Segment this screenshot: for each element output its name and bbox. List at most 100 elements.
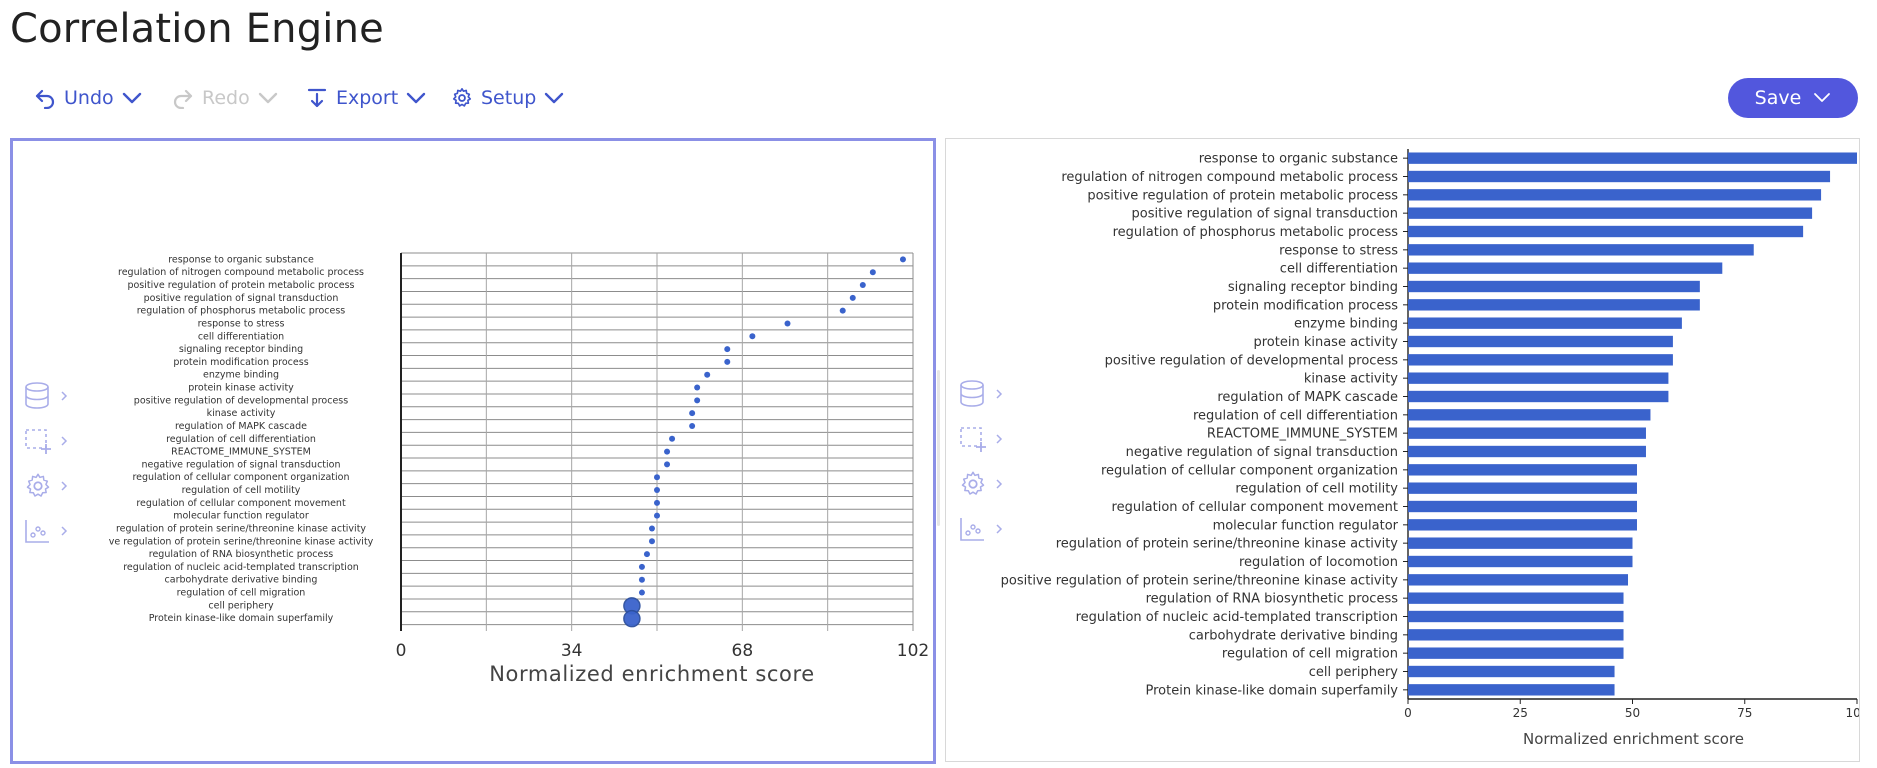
chevron-down-icon xyxy=(407,92,426,104)
redo-label: Redo xyxy=(202,87,250,109)
app-title: Correlation Engine xyxy=(10,6,384,52)
y-tick-label: regulation of cell migration xyxy=(177,588,306,599)
data-tool[interactable] xyxy=(23,381,75,411)
data-point xyxy=(869,269,876,276)
y-tick-label: signaling receptor binding xyxy=(1228,280,1398,295)
dot-plot[interactable]: response to organic substance regulation … xyxy=(13,141,933,761)
x-tick-label: 34 xyxy=(561,641,583,661)
data-point xyxy=(654,487,660,494)
bar-chart-panel[interactable]: response to organic substance regulation … xyxy=(945,138,1860,762)
gear-icon xyxy=(961,471,985,495)
y-tick-label: positive regulation of protein serine/th… xyxy=(1001,573,1399,588)
y-tick-label: cell periphery xyxy=(1309,665,1399,680)
data-point xyxy=(724,358,731,365)
data-point xyxy=(648,525,655,532)
y-tick-label: regulation of nitrogen compound metaboli… xyxy=(1061,170,1398,185)
data-point xyxy=(654,474,660,481)
x-tick-label: 25 xyxy=(1513,706,1528,720)
bar-chart[interactable]: response to organic substance regulation … xyxy=(946,139,1859,761)
redo-button[interactable]: Redo xyxy=(172,84,278,112)
y-tick-label: regulation of cell migration xyxy=(1222,647,1398,662)
chevron-right-icon xyxy=(61,391,68,401)
y-tick-label: regulation of cell differentiation xyxy=(166,434,316,445)
data-point xyxy=(849,294,856,301)
data-point xyxy=(654,512,660,519)
chevron-right-icon xyxy=(996,524,1003,534)
data-point xyxy=(704,371,711,378)
selection-tool[interactable] xyxy=(23,426,75,456)
bar xyxy=(1408,244,1754,256)
y-tick-label: regulation of nitrogen compound metaboli… xyxy=(118,267,364,278)
undo-label: Undo xyxy=(64,87,114,109)
y-tick-label: response to stress xyxy=(198,318,285,329)
y-tick-label: positive regulation of developmental pro… xyxy=(134,395,348,406)
chart-tool[interactable] xyxy=(23,516,75,546)
y-tick-label: positive regulation of signal transducti… xyxy=(144,293,339,304)
x-tick-label: 102 xyxy=(897,641,929,661)
bar xyxy=(1408,684,1615,696)
redo-icon xyxy=(173,89,193,109)
bar xyxy=(1408,555,1633,568)
export-button[interactable]: Export xyxy=(306,84,426,112)
chevron-down-icon xyxy=(122,92,141,104)
y-tick-label: carbohydrate derivative binding xyxy=(165,575,318,586)
bar xyxy=(1408,427,1646,439)
data-point xyxy=(648,538,655,545)
data-point xyxy=(654,499,660,506)
panel-splitter[interactable] xyxy=(937,370,940,526)
data-tool[interactable] xyxy=(958,379,1010,409)
x-tick-label: 0 xyxy=(1404,706,1412,720)
y-tick-label: regulation of MAPK cascade xyxy=(175,421,307,432)
bar xyxy=(1408,647,1624,659)
data-point xyxy=(694,397,701,404)
chart-tool[interactable] xyxy=(958,514,1010,544)
export-label: Export xyxy=(336,87,399,109)
x-tick-label: 0 xyxy=(396,641,407,661)
setup-label: Setup xyxy=(481,87,537,109)
y-tick-label: molecular function regulator xyxy=(173,511,309,522)
y-tick-label: regulation of MAPK cascade xyxy=(1217,390,1398,405)
y-tick-label: molecular function regulator xyxy=(1213,518,1399,533)
y-tick-label: REACTOME_IMMUNE_SYSTEM xyxy=(171,447,311,458)
settings-tool[interactable] xyxy=(23,471,75,501)
setup-button[interactable]: Setup xyxy=(451,84,564,112)
y-tick-label: cell differentiation xyxy=(198,331,284,342)
selection-tool[interactable] xyxy=(958,424,1010,454)
bar xyxy=(1408,170,1831,183)
y-tick-label: kinase activity xyxy=(1304,372,1398,387)
y-tick-label: response to organic substance xyxy=(1199,152,1398,167)
y-tick-label: regulation of cellular component movemen… xyxy=(1112,500,1398,515)
y-tick-label: positive regulation of signal transducti… xyxy=(1132,207,1399,222)
bar xyxy=(1408,299,1700,311)
y-tick-label: negative regulation of signal transducti… xyxy=(141,459,340,470)
chevron-down-icon xyxy=(1814,93,1831,102)
y-tick-label: regulation of locomotion xyxy=(1239,555,1398,570)
chevron-right-icon xyxy=(996,479,1003,489)
y-tick-label: regulation of cell motility xyxy=(182,485,301,496)
data-point xyxy=(638,576,645,583)
x-axis-title: Normalized enrichment score xyxy=(489,662,815,686)
bar xyxy=(1408,482,1637,494)
y-tick-label: carbohydrate derivative binding xyxy=(1189,628,1398,643)
y-tick-label: protein modification process xyxy=(1213,298,1398,313)
dot-plot-panel[interactable]: response to organic substance regulation … xyxy=(10,138,936,764)
data-point xyxy=(664,461,671,468)
y-tick-label: Protein kinase-like domain superfamily xyxy=(149,613,334,624)
y-tick-label: response to stress xyxy=(1279,243,1398,258)
y-tick-label: regulation of cellular component organiz… xyxy=(1101,463,1398,478)
bar xyxy=(1408,335,1673,348)
chevron-down-icon xyxy=(258,92,277,104)
y-tick-label: regulation of RNA biosynthetic process xyxy=(149,549,334,560)
y-tick-label: regulation of cellular component organiz… xyxy=(132,472,349,483)
y-tick-label: regulation of phosphorus metabolic proce… xyxy=(1113,225,1399,240)
undo-button[interactable]: Undo xyxy=(34,84,142,112)
chevron-right-icon xyxy=(996,389,1003,399)
y-tick-label: protein modification process xyxy=(173,357,308,368)
data-point xyxy=(859,282,866,289)
database-icon xyxy=(960,380,984,407)
x-tick-label: 100 xyxy=(1846,706,1859,720)
save-button[interactable]: Save xyxy=(1728,78,1858,118)
y-tick-label: protein kinase activity xyxy=(1253,335,1398,350)
bar xyxy=(1408,445,1646,458)
settings-tool[interactable] xyxy=(958,469,1010,499)
